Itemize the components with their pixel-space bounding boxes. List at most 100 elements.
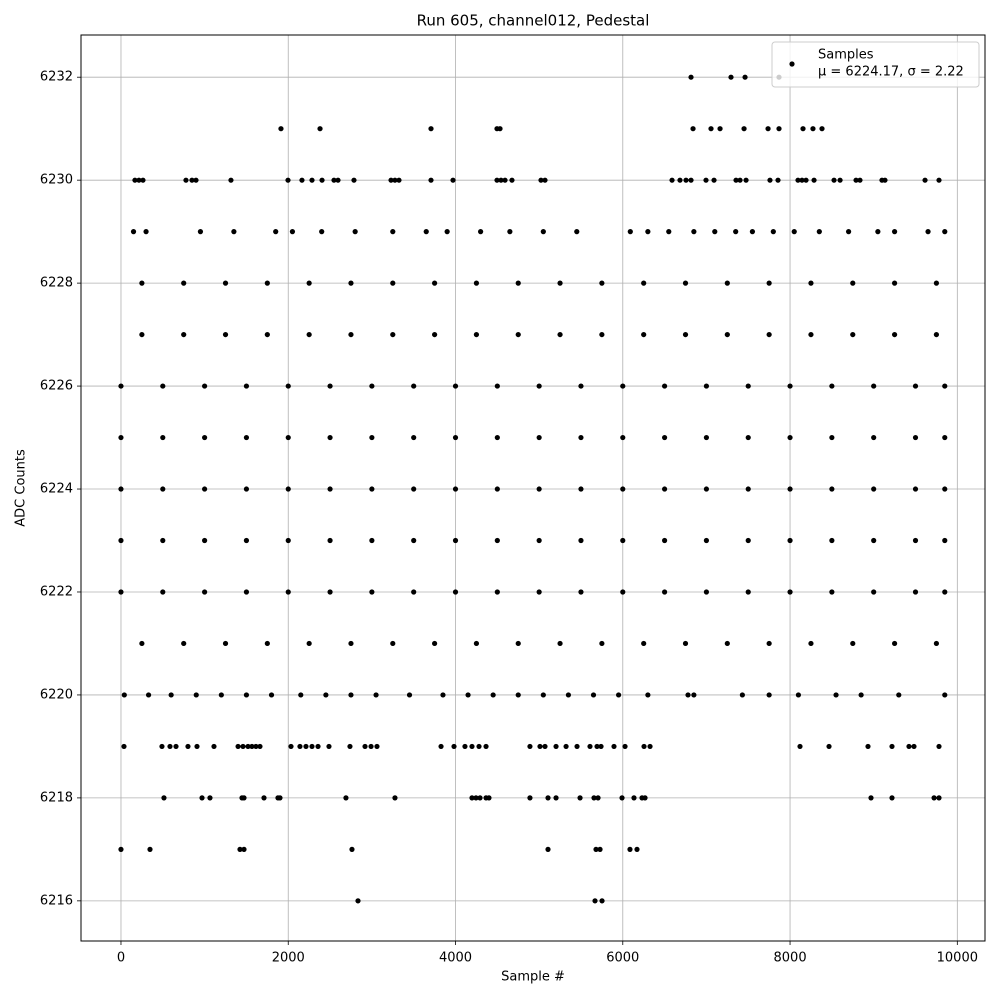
point	[299, 177, 305, 183]
point	[685, 692, 691, 698]
point	[207, 795, 213, 801]
point	[808, 331, 814, 338]
point	[118, 434, 124, 441]
point	[285, 486, 291, 492]
point	[578, 434, 584, 441]
point	[599, 640, 605, 647]
point	[494, 537, 500, 544]
point	[139, 640, 145, 647]
point	[578, 486, 584, 492]
point	[218, 692, 224, 698]
point	[160, 589, 166, 595]
y-tick-label: 6220	[40, 687, 73, 702]
point	[574, 743, 580, 750]
point	[326, 743, 332, 750]
point	[661, 589, 668, 595]
point	[327, 589, 333, 595]
point	[243, 434, 250, 441]
point	[641, 743, 647, 750]
point	[599, 331, 605, 338]
point	[327, 434, 333, 441]
legend-marker	[789, 61, 795, 67]
point	[620, 486, 626, 492]
point	[536, 383, 542, 389]
point	[181, 280, 187, 286]
point	[593, 846, 599, 852]
point	[766, 331, 772, 338]
point	[222, 280, 229, 286]
point	[682, 280, 689, 286]
point	[800, 126, 806, 132]
point	[799, 177, 805, 183]
point	[211, 743, 217, 750]
point	[432, 640, 438, 647]
point	[473, 331, 480, 338]
point	[717, 126, 723, 132]
point	[577, 795, 583, 801]
point	[708, 126, 714, 132]
point	[536, 486, 542, 492]
point	[942, 692, 948, 698]
point	[264, 331, 270, 338]
point	[444, 229, 450, 235]
point	[352, 229, 358, 235]
point	[136, 177, 142, 183]
point	[931, 795, 937, 801]
point	[349, 846, 355, 852]
point	[829, 383, 835, 389]
point	[183, 177, 189, 183]
point	[289, 229, 296, 235]
point	[594, 743, 600, 750]
point	[473, 280, 480, 286]
point	[620, 537, 626, 544]
point	[574, 229, 580, 235]
point	[661, 486, 668, 492]
point	[891, 331, 898, 338]
x-tick-label: 2000	[272, 951, 305, 966]
point	[147, 846, 153, 852]
point	[557, 640, 563, 647]
point	[327, 537, 333, 544]
point	[641, 331, 647, 338]
point	[432, 280, 438, 286]
point	[542, 177, 548, 183]
point	[368, 743, 374, 750]
point	[507, 229, 513, 235]
point	[728, 74, 734, 80]
point	[285, 589, 291, 595]
point	[509, 177, 515, 183]
point	[737, 177, 743, 183]
point	[160, 537, 166, 544]
point	[118, 486, 124, 492]
point	[933, 280, 940, 286]
point	[202, 434, 208, 441]
point	[666, 229, 672, 235]
point	[235, 743, 241, 750]
point	[724, 640, 730, 647]
point	[578, 589, 584, 595]
point	[791, 229, 797, 235]
point	[118, 589, 124, 595]
point	[691, 692, 697, 698]
point	[536, 537, 542, 544]
point	[249, 743, 255, 750]
point	[202, 589, 208, 595]
point	[245, 743, 251, 750]
point	[369, 589, 375, 595]
point	[745, 537, 751, 544]
point	[620, 434, 626, 441]
point	[641, 640, 647, 647]
point	[766, 640, 772, 647]
point	[231, 229, 237, 235]
point	[319, 229, 325, 235]
point	[889, 795, 895, 801]
point	[465, 692, 471, 698]
point	[853, 177, 859, 183]
point	[808, 280, 814, 286]
point	[925, 229, 931, 235]
point	[688, 74, 694, 80]
point	[683, 177, 689, 183]
point	[875, 229, 881, 235]
point	[739, 692, 745, 698]
point	[348, 692, 354, 698]
